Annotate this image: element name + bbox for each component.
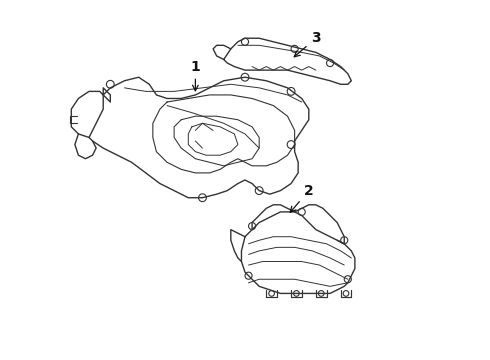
Text: 2: 2 [290, 184, 314, 212]
Text: 3: 3 [294, 31, 320, 57]
Text: 1: 1 [191, 59, 200, 91]
